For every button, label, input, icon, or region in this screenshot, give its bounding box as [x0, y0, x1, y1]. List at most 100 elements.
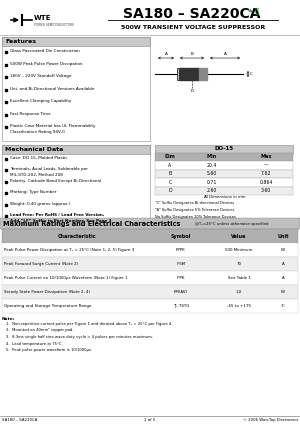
Text: 70: 70 [236, 262, 242, 266]
Bar [2, 37, 150, 46]
Text: 7.62: 7.62 [261, 171, 271, 176]
Text: A: A [282, 262, 284, 266]
Text: Excellent Clamping Capability: Excellent Clamping Capability [10, 99, 71, 103]
Bar [2, 144, 150, 153]
Bar [2, 285, 298, 299]
Text: 180V – 220V Standoff Voltage: 180V – 220V Standoff Voltage [10, 74, 71, 78]
Text: A: A [168, 163, 172, 168]
Text: 0.864: 0.864 [260, 180, 273, 185]
Text: IPPK: IPPK [177, 276, 185, 280]
Text: Mechanical Data: Mechanical Data [5, 147, 63, 151]
Text: Dim: Dim [165, 154, 176, 159]
Bar [0, 218, 300, 229]
Text: Terminals: Axial Leads, Solderable per: Terminals: Axial Leads, Solderable per [10, 167, 88, 171]
Text: Peak Pulse Power Dissipation at Tₐ = 25°C (Note 1, 2, 5) Figure 3: Peak Pulse Power Dissipation at Tₐ = 25°… [4, 248, 134, 252]
Text: "A" Suffix Designates 5% Tolerance Devices: "A" Suffix Designates 5% Tolerance Devic… [155, 208, 234, 212]
Text: W: W [281, 290, 285, 294]
Text: Min: Min [207, 154, 217, 159]
Bar [2, 243, 298, 257]
Text: D: D [190, 89, 194, 93]
Text: W: W [281, 248, 285, 252]
Text: ♠: ♠ [247, 8, 252, 14]
Text: 3.  8.3ms single half sine-wave duty cycle = 4 pulses per minutes maximum.: 3. 8.3ms single half sine-wave duty cycl… [6, 335, 153, 339]
Text: 1.0: 1.0 [236, 290, 242, 294]
Text: 500W TRANSIENT VOLTAGE SUPPRESSOR: 500W TRANSIENT VOLTAGE SUPPRESSOR [121, 25, 265, 29]
Text: -65 to +175: -65 to +175 [227, 304, 251, 308]
Text: A: A [282, 276, 284, 280]
Bar [179, 68, 199, 80]
Text: 3.60: 3.60 [261, 188, 271, 193]
Text: C: C [250, 72, 253, 76]
Text: B: B [168, 171, 172, 176]
Text: Uni- and Bi-Directional Versions Available: Uni- and Bi-Directional Versions Availab… [10, 87, 95, 91]
Text: © 2006 Won-Top Electronics: © 2006 Won-Top Electronics [243, 418, 298, 422]
Text: POWER SEMICONDUCTORS: POWER SEMICONDUCTORS [34, 23, 74, 27]
Text: All Dimensions in mm: All Dimensions in mm [203, 195, 245, 199]
Bar [2, 271, 298, 285]
Text: PM(AV): PM(AV) [174, 290, 188, 294]
Text: DO-15: DO-15 [214, 146, 234, 151]
Text: 500W Peak Pulse Power Dissipation: 500W Peak Pulse Power Dissipation [10, 62, 83, 65]
Text: Add “LF” Suffix to Part Number, See Page 3: Add “LF” Suffix to Part Number, See Page… [10, 218, 112, 223]
Text: °C: °C [280, 304, 285, 308]
Text: 500 Minimum: 500 Minimum [225, 248, 253, 252]
Text: SA180 – SA220CA: SA180 – SA220CA [123, 7, 261, 21]
Text: SA180 – SA220CA: SA180 – SA220CA [2, 418, 38, 422]
Bar [155, 170, 293, 178]
Text: C: C [168, 180, 172, 185]
Text: Unit: Unit [277, 233, 289, 238]
Bar [2, 257, 298, 271]
Bar [155, 144, 293, 153]
Text: TJ, TSTG: TJ, TSTG [173, 304, 189, 308]
Text: Plastic Case Material has UL Flammability: Plastic Case Material has UL Flammabilit… [10, 124, 95, 128]
Text: Operating and Storage Temperature Range: Operating and Storage Temperature Range [4, 304, 92, 308]
Text: Polarity: Cathode Band Except Bi-Directional: Polarity: Cathode Band Except Bi-Directi… [10, 178, 101, 182]
Text: @Tₐ=25°C unless otherwise specified: @Tₐ=25°C unless otherwise specified [195, 221, 268, 226]
Text: Fast Response Time: Fast Response Time [10, 111, 51, 116]
Text: A: A [165, 52, 167, 56]
Text: Maximum Ratings and Electrical Characteristics: Maximum Ratings and Electrical Character… [3, 221, 180, 227]
Text: Lead Free: Per RoHS / Lead Free Version,: Lead Free: Per RoHS / Lead Free Version, [10, 213, 104, 217]
Bar [155, 153, 293, 161]
Text: D: D [168, 188, 172, 193]
Text: 1.  Non-repetitive current pulse per Figure 1 and derated above Tₐ = 25°C per Fi: 1. Non-repetitive current pulse per Figu… [6, 322, 172, 326]
Text: Steady State Power Dissipation (Note 2, 4): Steady State Power Dissipation (Note 2, … [4, 290, 90, 294]
Text: B: B [190, 52, 194, 56]
Text: Max: Max [260, 154, 272, 159]
Text: "C" Suffix Designates Bi-directional Devices: "C" Suffix Designates Bi-directional Dev… [155, 201, 234, 205]
Text: Glass Passivated Die Construction: Glass Passivated Die Construction [10, 49, 80, 53]
Text: —: — [264, 163, 268, 168]
Text: 2.  Mounted on 40mm² copper pad.: 2. Mounted on 40mm² copper pad. [6, 329, 74, 332]
Text: WTE: WTE [34, 15, 52, 21]
Text: IFSM: IFSM [176, 262, 186, 266]
Text: 5.  Peak pulse power waveform is 10/1000μs.: 5. Peak pulse power waveform is 10/1000μ… [6, 348, 92, 352]
Text: 0.71: 0.71 [207, 180, 217, 185]
Bar [199, 68, 207, 80]
Text: Marking: Type Number: Marking: Type Number [10, 190, 56, 194]
Text: Features: Features [5, 39, 36, 44]
Bar [155, 178, 293, 187]
Bar [177, 68, 207, 80]
Text: No Suffix Designates 10% Tolerance Devices: No Suffix Designates 10% Tolerance Devic… [155, 215, 236, 219]
Text: Note:: Note: [2, 317, 15, 321]
Text: Weight: 0.40 grams (approx.): Weight: 0.40 grams (approx.) [10, 201, 70, 206]
Text: Case: DO-15, Molded Plastic: Case: DO-15, Molded Plastic [10, 156, 68, 159]
Text: Peak Forward Surge Current (Note 2): Peak Forward Surge Current (Note 2) [4, 262, 78, 266]
Text: 5.60: 5.60 [207, 171, 217, 176]
Text: Classification Rating 94V-0: Classification Rating 94V-0 [10, 130, 65, 133]
Text: A: A [224, 52, 226, 56]
Bar [2, 144, 150, 229]
Text: Ⓡ: Ⓡ [255, 8, 259, 14]
Bar [2, 229, 298, 243]
Text: 2.60: 2.60 [207, 188, 217, 193]
Text: MIL-STD-202, Method 208: MIL-STD-202, Method 208 [10, 173, 63, 176]
Text: PPPK: PPPK [176, 248, 186, 252]
Text: 20.4: 20.4 [207, 163, 217, 168]
Bar [155, 187, 293, 195]
Bar [2, 37, 150, 141]
Bar [155, 161, 293, 170]
Text: 4.  Lead temperature at 75°C.: 4. Lead temperature at 75°C. [6, 342, 63, 346]
Text: Characteristic: Characteristic [58, 233, 96, 238]
Bar [2, 299, 298, 313]
Text: 1 of 5: 1 of 5 [144, 418, 156, 422]
